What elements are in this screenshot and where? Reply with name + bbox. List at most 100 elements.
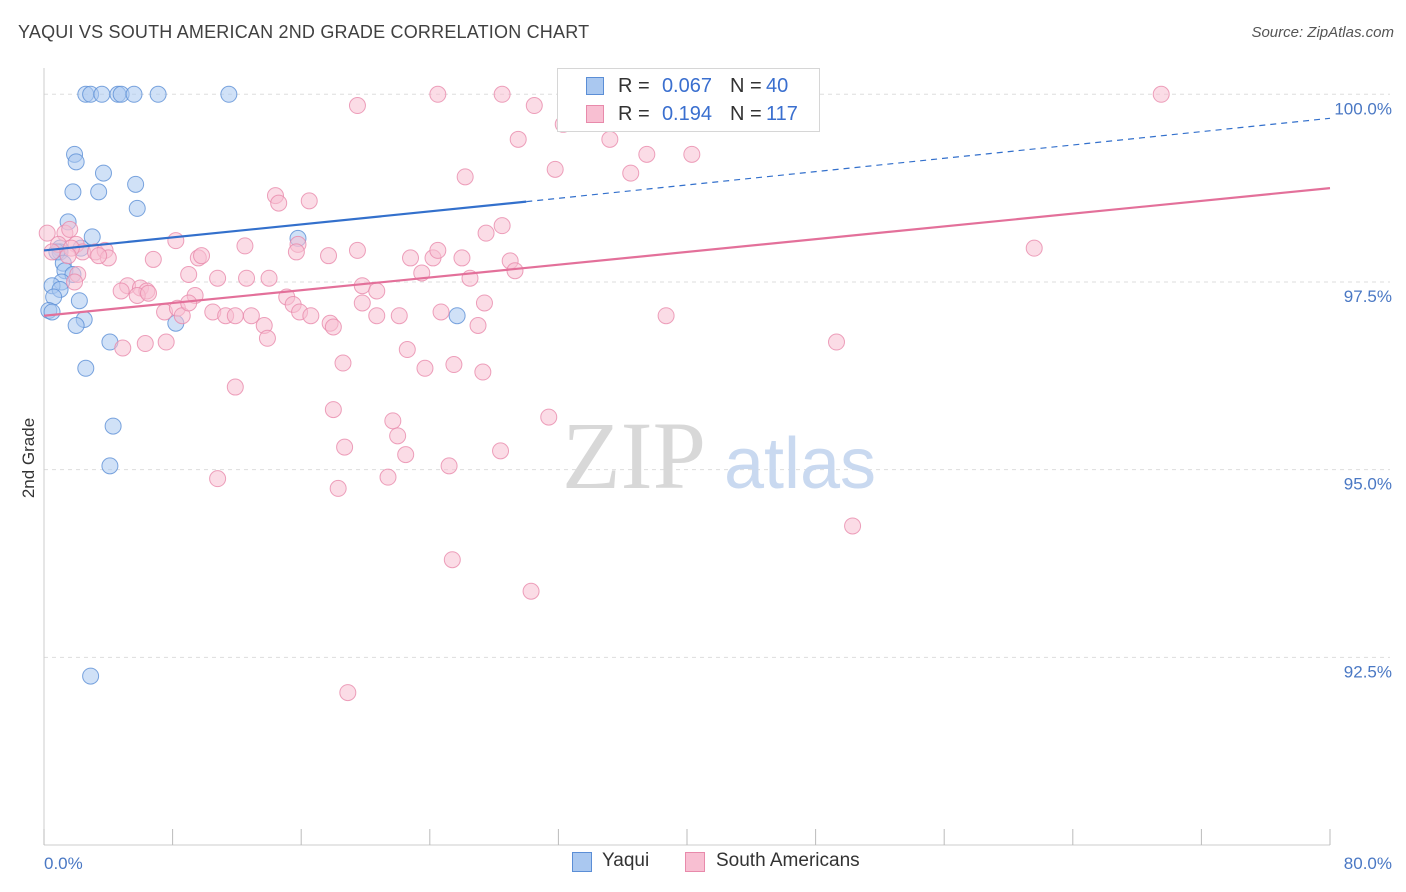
watermark-zip: ZIP bbox=[562, 402, 706, 509]
data-point bbox=[546, 160, 564, 178]
legend-n-label: N = bbox=[730, 103, 762, 125]
data-point bbox=[70, 292, 88, 310]
bottom-legend-label-south-americans[interactable]: South Americans bbox=[716, 850, 860, 871]
data-point bbox=[1152, 85, 1170, 103]
data-point bbox=[368, 307, 386, 325]
data-point bbox=[440, 457, 458, 475]
data-point bbox=[144, 250, 162, 268]
bottom-legend: Yaqui South Americans bbox=[0, 850, 1406, 880]
data-point bbox=[429, 85, 447, 103]
data-point bbox=[638, 145, 656, 163]
data-point bbox=[522, 582, 540, 600]
data-point bbox=[448, 307, 466, 325]
data-point bbox=[287, 243, 305, 261]
data-point bbox=[683, 145, 701, 163]
data-point bbox=[1025, 239, 1043, 257]
bottom-legend-swatch-south-americans[interactable] bbox=[685, 852, 705, 872]
data-point bbox=[474, 363, 492, 381]
data-point bbox=[242, 307, 260, 325]
data-point bbox=[506, 262, 524, 280]
data-point bbox=[477, 224, 495, 242]
data-point bbox=[149, 85, 167, 103]
data-point bbox=[209, 470, 227, 488]
chart-title: YAQUI VS SOUTH AMERICAN 2ND GRADE CORREL… bbox=[18, 22, 590, 42]
data-point bbox=[209, 269, 227, 287]
data-point bbox=[827, 333, 845, 351]
legend-swatch-yaqui bbox=[586, 77, 604, 95]
data-point bbox=[59, 247, 77, 265]
data-point bbox=[339, 684, 357, 702]
data-point bbox=[114, 339, 132, 357]
data-point bbox=[429, 241, 447, 259]
data-point bbox=[139, 284, 157, 302]
data-point bbox=[112, 282, 130, 300]
legend-n-value: 117 bbox=[766, 103, 798, 125]
trend-line-yaqui bbox=[43, 200, 527, 252]
legend-r-label: R = bbox=[618, 75, 650, 97]
bottom-legend-swatch-yaqui[interactable] bbox=[572, 852, 592, 872]
bottom-legend-label-yaqui[interactable]: Yaqui bbox=[602, 850, 650, 871]
data-point bbox=[432, 303, 450, 321]
data-point bbox=[193, 247, 211, 265]
legend-r-label: R = bbox=[618, 103, 650, 125]
trend-layer bbox=[43, 117, 1331, 317]
y-tick-label: 97.5% bbox=[1344, 287, 1392, 306]
legend-row-south-americans: R = 0.194 N = 117 bbox=[558, 101, 819, 129]
data-point bbox=[324, 318, 342, 336]
x-tick-label-min: 0.0% bbox=[44, 854, 83, 873]
data-point bbox=[90, 247, 108, 265]
data-point bbox=[445, 356, 463, 374]
data-point bbox=[300, 192, 318, 210]
data-point bbox=[302, 307, 320, 325]
data-point bbox=[238, 269, 256, 287]
legend-box: R = 0.067 N = 40 R = 0.194 N = 117 bbox=[557, 68, 820, 132]
data-point bbox=[128, 199, 146, 217]
data-point bbox=[260, 269, 278, 287]
data-point bbox=[38, 224, 56, 242]
legend-row-yaqui: R = 0.067 N = 40 bbox=[558, 73, 819, 101]
series-yaqui bbox=[40, 85, 466, 685]
data-point bbox=[43, 303, 61, 321]
data-point bbox=[525, 97, 543, 115]
data-point bbox=[379, 468, 397, 486]
data-point bbox=[493, 217, 511, 235]
legend-n-label: N = bbox=[730, 75, 762, 97]
data-point bbox=[67, 153, 85, 171]
legend-swatch-south-americans bbox=[586, 105, 604, 123]
legend-r-value: 0.194 bbox=[661, 103, 712, 125]
watermark: ZIP atlas bbox=[562, 402, 876, 509]
axes-layer: 92.5% 95.0% 97.5% 100.0% bbox=[43, 68, 1392, 846]
data-point bbox=[127, 175, 145, 193]
data-point bbox=[353, 294, 371, 312]
data-point bbox=[94, 164, 112, 182]
data-point bbox=[456, 168, 474, 186]
data-point bbox=[443, 551, 461, 569]
data-point bbox=[157, 333, 175, 351]
data-point bbox=[402, 249, 420, 267]
data-point bbox=[93, 85, 111, 103]
data-point bbox=[329, 479, 347, 497]
data-point bbox=[167, 232, 185, 250]
data-point bbox=[416, 359, 434, 377]
data-point bbox=[67, 316, 85, 334]
data-point bbox=[226, 378, 244, 396]
data-point bbox=[398, 341, 416, 359]
source-label: Source: ZipAtlas.com bbox=[1251, 24, 1394, 41]
y-tick-label: 100.0% bbox=[1334, 99, 1392, 118]
series-south-americans bbox=[38, 85, 1170, 702]
data-point bbox=[43, 243, 61, 261]
data-point bbox=[348, 241, 366, 259]
data-point bbox=[270, 194, 288, 212]
data-point bbox=[82, 667, 100, 685]
data-point bbox=[540, 408, 558, 426]
data-point bbox=[90, 183, 108, 201]
data-point bbox=[104, 417, 122, 435]
trend-line-yaqui-extension bbox=[526, 117, 1331, 203]
data-point bbox=[324, 401, 342, 419]
data-point bbox=[493, 85, 511, 103]
data-point bbox=[77, 359, 95, 377]
data-point bbox=[136, 335, 154, 353]
data-point bbox=[348, 97, 366, 115]
data-point bbox=[258, 329, 276, 347]
data-point bbox=[390, 307, 408, 325]
